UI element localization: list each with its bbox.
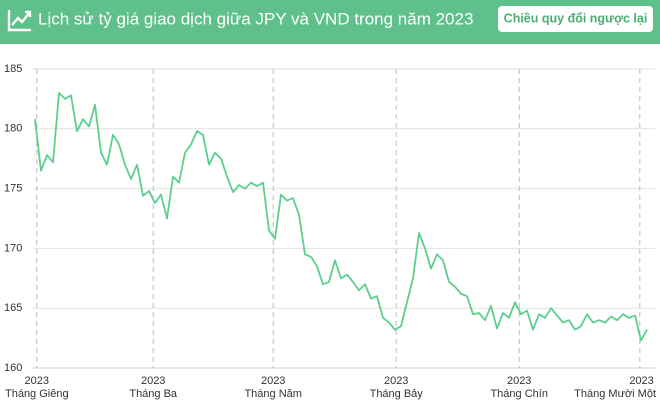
- x-tick-label-line: Tháng Bảy: [370, 388, 424, 400]
- chart-title: Lịch sử tỷ giá giao dịch giữa JPY và VND…: [38, 9, 473, 28]
- y-tick-label: 165: [4, 302, 22, 314]
- x-tick-label-line: Tháng Giêng: [5, 388, 69, 400]
- x-tick-label-line: 2023: [629, 375, 653, 387]
- y-tick-label: 160: [4, 362, 22, 374]
- x-tick-label: 2023 Tháng Năm: [244, 375, 301, 400]
- x-tick-label-line: Tháng Năm: [244, 388, 301, 400]
- x-tick-label-line: Tháng Mười Một: [574, 388, 656, 400]
- x-tick-label: 2023 Tháng Mười Một: [574, 375, 656, 400]
- x-tick-label: 2023 Tháng Bảy: [370, 375, 424, 400]
- x-tick-label: 2023 Tháng Ba: [129, 375, 178, 400]
- y-tick-label: 175: [4, 183, 22, 195]
- price-line: [34, 92, 648, 342]
- chart-icon: [7, 10, 32, 32]
- x-tick-label-line: 2023: [384, 375, 408, 387]
- x-tick-label-line: 2023: [261, 375, 285, 387]
- reverse-button[interactable]: [498, 6, 653, 32]
- x-tick-label-line: Tháng Chín: [490, 388, 547, 400]
- y-tick-label: 170: [4, 242, 22, 254]
- x-tick-label-line: Tháng Ba: [129, 388, 178, 400]
- x-tick-label-line: 2023: [141, 375, 165, 387]
- y-tick-label: 180: [4, 123, 22, 135]
- y-tick-label: 185: [4, 63, 22, 75]
- x-tick-label: 2023 Tháng Chín: [490, 375, 547, 400]
- x-tick-label-line: 2023: [25, 375, 49, 387]
- x-tick-label-line: 2023: [507, 375, 531, 387]
- reverse-button-label[interactable]: Chiều quy đổi ngược lại: [504, 11, 648, 25]
- x-tick-label: 2023 Tháng Giêng: [5, 375, 69, 400]
